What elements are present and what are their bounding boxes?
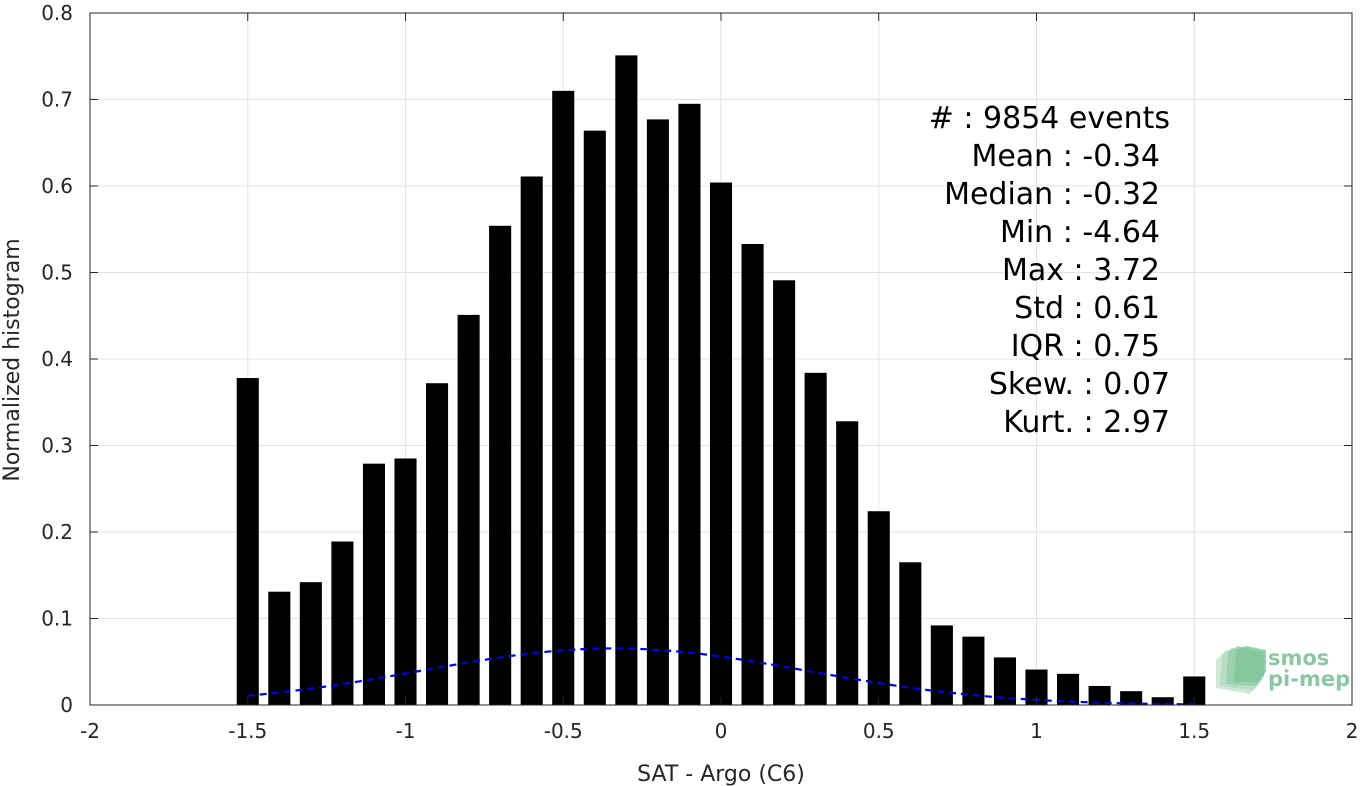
y-tick-label: 0.6 — [41, 174, 73, 198]
histogram-bar — [583, 130, 606, 705]
histogram-bar — [489, 225, 512, 706]
histogram-bar — [1183, 676, 1206, 705]
logo-text-line2: pi-mep — [1268, 667, 1350, 691]
y-tick-label: 0.3 — [41, 434, 73, 458]
stat-line: Skew. : 0.07 — [989, 367, 1170, 402]
logo-text-line1: smos — [1268, 646, 1329, 670]
histogram-bar — [268, 591, 291, 705]
histogram-bars — [236, 55, 1206, 706]
x-tick-label: 0.5 — [863, 719, 895, 743]
stat-line: Mean : -0.34 — [971, 139, 1160, 174]
histogram-bar — [1151, 697, 1174, 705]
y-tick-label: 0 — [60, 693, 73, 717]
y-tick-labels: 0 0.1 0.2 0.3 0.4 0.5 0.6 0.7 0.8 — [41, 1, 73, 717]
histogram-bar — [709, 182, 733, 706]
histogram-bar — [678, 103, 701, 705]
histogram-bar — [552, 90, 575, 706]
x-tick-label: -1.5 — [228, 719, 267, 743]
plot-axes-box — [89, 12, 1353, 706]
x-tick-label: -1 — [396, 719, 416, 743]
histogram-bar — [993, 657, 1016, 705]
histogram-bar — [867, 511, 890, 705]
histogram-bar — [331, 541, 354, 705]
stat-line: Max : 3.72 — [1002, 253, 1160, 288]
y-axis-label: Normalized histogram — [0, 238, 25, 481]
histogram-bar — [615, 55, 638, 705]
stat-line: # : 9854 events — [929, 101, 1170, 136]
histogram-bar — [773, 280, 796, 705]
x-tick-label: 1 — [1030, 719, 1043, 743]
histogram-bar — [236, 378, 259, 705]
histogram-bar — [362, 463, 385, 705]
y-tick-label: 0.8 — [41, 1, 73, 25]
histogram-bar — [520, 176, 543, 706]
y-tick-label: 0.7 — [41, 88, 73, 112]
stat-line: Min : -4.64 — [1000, 215, 1160, 250]
x-tick-label: 0 — [715, 719, 728, 743]
histogram-bar — [394, 458, 417, 705]
stat-line: IQR : 0.75 — [1011, 329, 1160, 364]
x-axis-label: SAT - Argo (C6) — [637, 762, 805, 786]
y-tick-label: 0.1 — [41, 607, 73, 631]
x-tick-label: 1.5 — [1178, 719, 1210, 743]
histogram-bar — [836, 421, 859, 705]
x-tick-label: 2 — [1346, 719, 1359, 743]
histogram-bar — [899, 562, 922, 705]
y-tick-label: 0.5 — [41, 261, 73, 285]
logo-mark-icon — [1216, 646, 1266, 694]
smos-pi-mep-logo: smos pi-mep — [1216, 646, 1350, 694]
stat-line: Std : 0.61 — [1014, 291, 1160, 326]
histogram-bar — [1057, 673, 1080, 705]
histogram-bar — [930, 625, 953, 705]
x-tick-label: -2 — [80, 719, 100, 743]
histogram-bar — [1120, 691, 1143, 705]
histogram-bar — [962, 636, 985, 705]
y-tick-label: 0.4 — [41, 347, 73, 371]
stat-line: Median : -0.32 — [944, 177, 1160, 212]
x-tick-labels: -2 -1.5 -1 -0.5 0 0.5 1 1.5 2 — [80, 719, 1358, 743]
histogram-bar — [741, 243, 764, 705]
y-tick-label: 0.2 — [41, 520, 73, 544]
histogram-bar — [646, 119, 669, 705]
histogram-bar — [804, 372, 827, 705]
histogram-bar — [426, 383, 449, 705]
stat-line: Kurt. : 2.97 — [1003, 405, 1170, 440]
histogram-bar — [299, 582, 322, 705]
histogram-bar — [1025, 669, 1048, 705]
x-tick-label: -0.5 — [544, 719, 583, 743]
histogram-bar — [457, 314, 480, 705]
histogram-bar — [1088, 685, 1111, 705]
